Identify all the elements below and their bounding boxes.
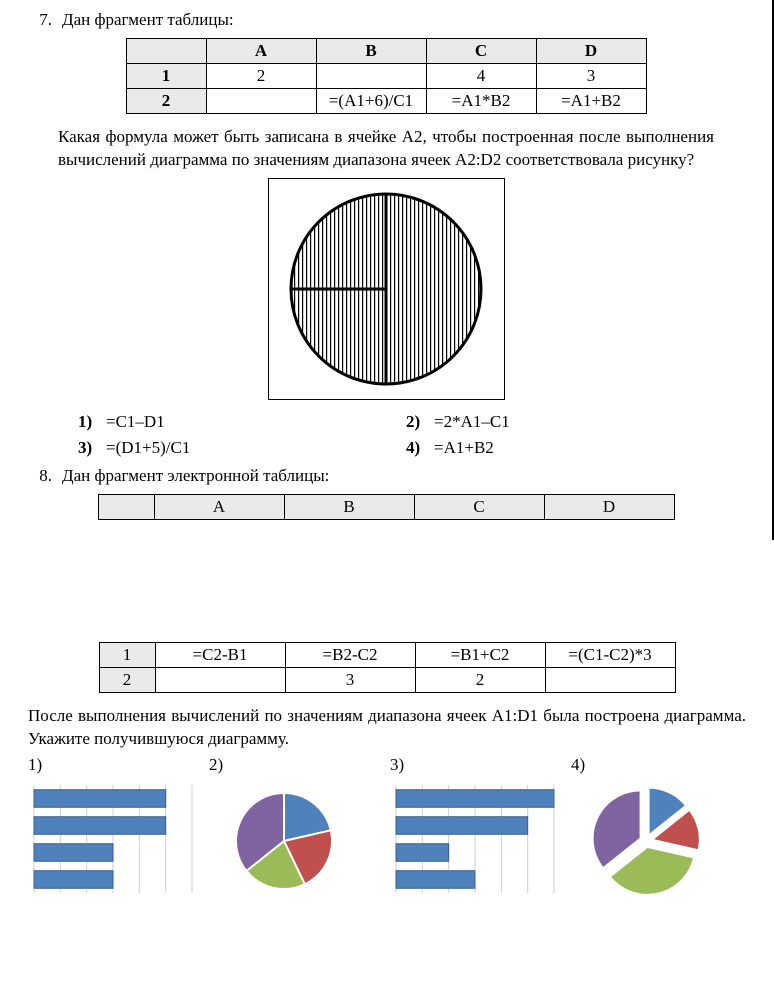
chart2-svg [209, 779, 359, 899]
q7-table: ABCD12432=(A1+6)/C1=A1*B2=A1+B2 [126, 38, 647, 114]
q7-body: Какая формула может быть записана в ячей… [58, 126, 714, 172]
q7-number: 7. [28, 10, 52, 30]
chart4-svg [571, 779, 721, 899]
q8-table-body: 1=C2-B1=B2-C2=B1+C2=(C1-C2)*3232 [99, 642, 676, 693]
q7-heading: 7. Дан фрагмент таблицы: [28, 10, 744, 30]
q8-chart-4: 4) [571, 755, 746, 899]
q8-body: После выполнения вычислений по значениям… [28, 705, 746, 751]
chart1-svg [28, 779, 198, 899]
q7-answers: 1)=C1–D1 2)=2*A1–C1 3)=(D1+5)/C1 4)=A1+B… [78, 412, 714, 458]
q8-chart-1: 1) [28, 755, 203, 899]
q7-intro: Дан фрагмент таблицы: [62, 10, 234, 30]
q8-charts: 1) 2) 3) 4) [28, 755, 746, 899]
q7-pie-chart [286, 189, 486, 389]
q7-answer-1: 1)=C1–D1 [78, 412, 386, 432]
q8-table-head: ABCD [98, 494, 675, 520]
q7-answer-2: 2)=2*A1–C1 [406, 412, 714, 432]
q7-answer-4: 4)=A1+B2 [406, 438, 714, 458]
q7-pie-frame [268, 178, 505, 400]
q8-intro: Дан фрагмент электронной таблицы: [62, 466, 329, 486]
q8-chart-3: 3) [390, 755, 565, 899]
chart3-svg [390, 779, 560, 899]
q7-answer-3: 3)=(D1+5)/C1 [78, 438, 386, 458]
q8-chart-2: 2) [209, 755, 384, 899]
q8-heading: 8. Дан фрагмент электронной таблицы: [28, 466, 744, 486]
q8-number: 8. [28, 466, 52, 486]
